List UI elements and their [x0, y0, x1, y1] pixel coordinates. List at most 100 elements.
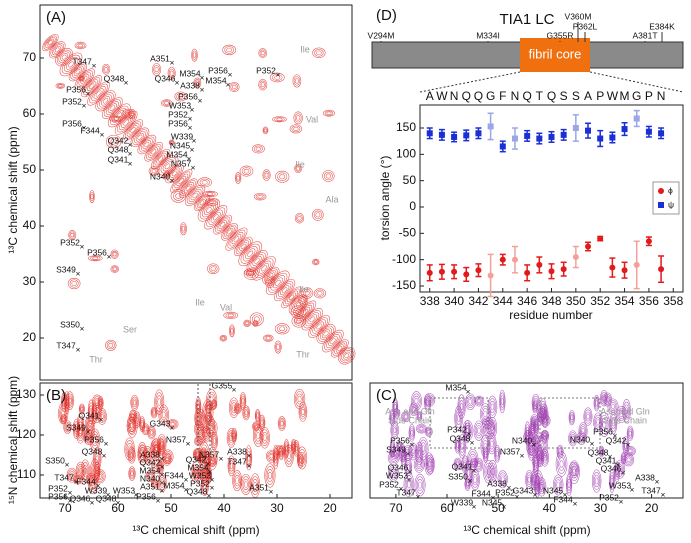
panel-label: (A): [46, 9, 66, 26]
contour: [599, 446, 604, 457]
contour: [153, 445, 161, 453]
contour: [465, 427, 470, 434]
contour: [481, 437, 490, 455]
contour: [208, 449, 217, 468]
phi-point: [438, 268, 445, 275]
peak-label: P356: [168, 118, 188, 128]
contour: [277, 416, 286, 431]
contour: [295, 165, 302, 172]
contour: [628, 449, 633, 453]
contour: [602, 420, 607, 429]
contour: [72, 474, 84, 485]
contour: [318, 325, 334, 342]
contour: [568, 430, 578, 447]
contour: [137, 134, 157, 155]
residue-letter: N: [450, 89, 459, 103]
peak-cross: ×: [491, 492, 496, 502]
contour: [406, 481, 411, 489]
peak-cross: ×: [90, 497, 95, 507]
contour: [571, 435, 575, 441]
contour: [224, 46, 234, 54]
contour: [312, 208, 324, 221]
contour: [168, 167, 181, 180]
peak-label: F344: [76, 476, 96, 486]
phi-point: [658, 266, 665, 273]
contour: [296, 166, 301, 171]
contour: [208, 200, 215, 205]
contour: [542, 407, 548, 426]
peak-label: P352: [379, 479, 399, 489]
contour: [128, 125, 138, 135]
contour: [594, 396, 599, 410]
contour: [540, 430, 550, 441]
contour: [72, 65, 84, 78]
peak-cross: ×: [247, 450, 252, 460]
contour: [128, 448, 135, 462]
contour: [541, 404, 549, 429]
peak-label: Q348: [108, 144, 129, 154]
contour: [427, 460, 431, 468]
contour: [531, 417, 537, 425]
contour: [237, 240, 250, 253]
box-label: Asn and Gln: [600, 406, 650, 416]
contour: [403, 472, 415, 498]
legend-label: ψ: [668, 199, 674, 209]
contour: [523, 430, 534, 445]
contour: [109, 105, 116, 111]
peak-label: F344: [80, 125, 100, 135]
contour: [291, 442, 296, 451]
contour: [101, 97, 123, 119]
peak-label: T347: [227, 456, 247, 466]
contour: [176, 175, 187, 187]
contour: [474, 422, 483, 439]
contour: [192, 50, 197, 60]
contour: [254, 424, 258, 429]
contour: [323, 331, 329, 337]
contour: [294, 113, 302, 123]
contour: [240, 473, 252, 495]
peak-cross: ×: [269, 486, 274, 496]
contour: [257, 194, 263, 199]
x-tick-label: 30: [270, 501, 284, 515]
contour: [78, 43, 84, 48]
contour: [592, 472, 601, 490]
psi-point: [658, 130, 665, 137]
contour: [204, 205, 228, 230]
psi-point: [633, 115, 640, 122]
contour: [244, 320, 250, 327]
contour: [414, 458, 424, 471]
x-tick-label: 342: [468, 294, 488, 308]
contour: [206, 405, 210, 410]
peak-label: P352: [48, 483, 68, 493]
peak-label: Q341: [108, 154, 129, 164]
contour: [151, 169, 157, 174]
contour: [190, 190, 200, 201]
phi-point: [560, 266, 567, 273]
contour: [94, 397, 101, 407]
contour: [454, 405, 463, 431]
contour: [293, 388, 306, 410]
peak-cross: ×: [616, 459, 621, 469]
peak-label: M354: [445, 382, 467, 392]
contour: [78, 429, 83, 437]
phi-point: [536, 261, 543, 268]
contour: [164, 455, 170, 463]
peak-label: N340: [140, 473, 161, 483]
contour: [567, 478, 571, 491]
contour: [160, 409, 167, 421]
contour: [595, 400, 598, 406]
contour: [255, 193, 265, 200]
contour: [62, 417, 65, 421]
contour: [126, 123, 140, 137]
contour: [202, 481, 208, 492]
contour: [470, 456, 475, 463]
peak-cross: ×: [619, 496, 624, 506]
contour: [191, 463, 201, 481]
contour: [202, 470, 211, 484]
contour: [208, 264, 218, 273]
contour: [626, 447, 635, 455]
contour: [313, 288, 326, 299]
contour: [208, 394, 215, 406]
contour: [69, 231, 76, 239]
contour: [212, 214, 219, 221]
